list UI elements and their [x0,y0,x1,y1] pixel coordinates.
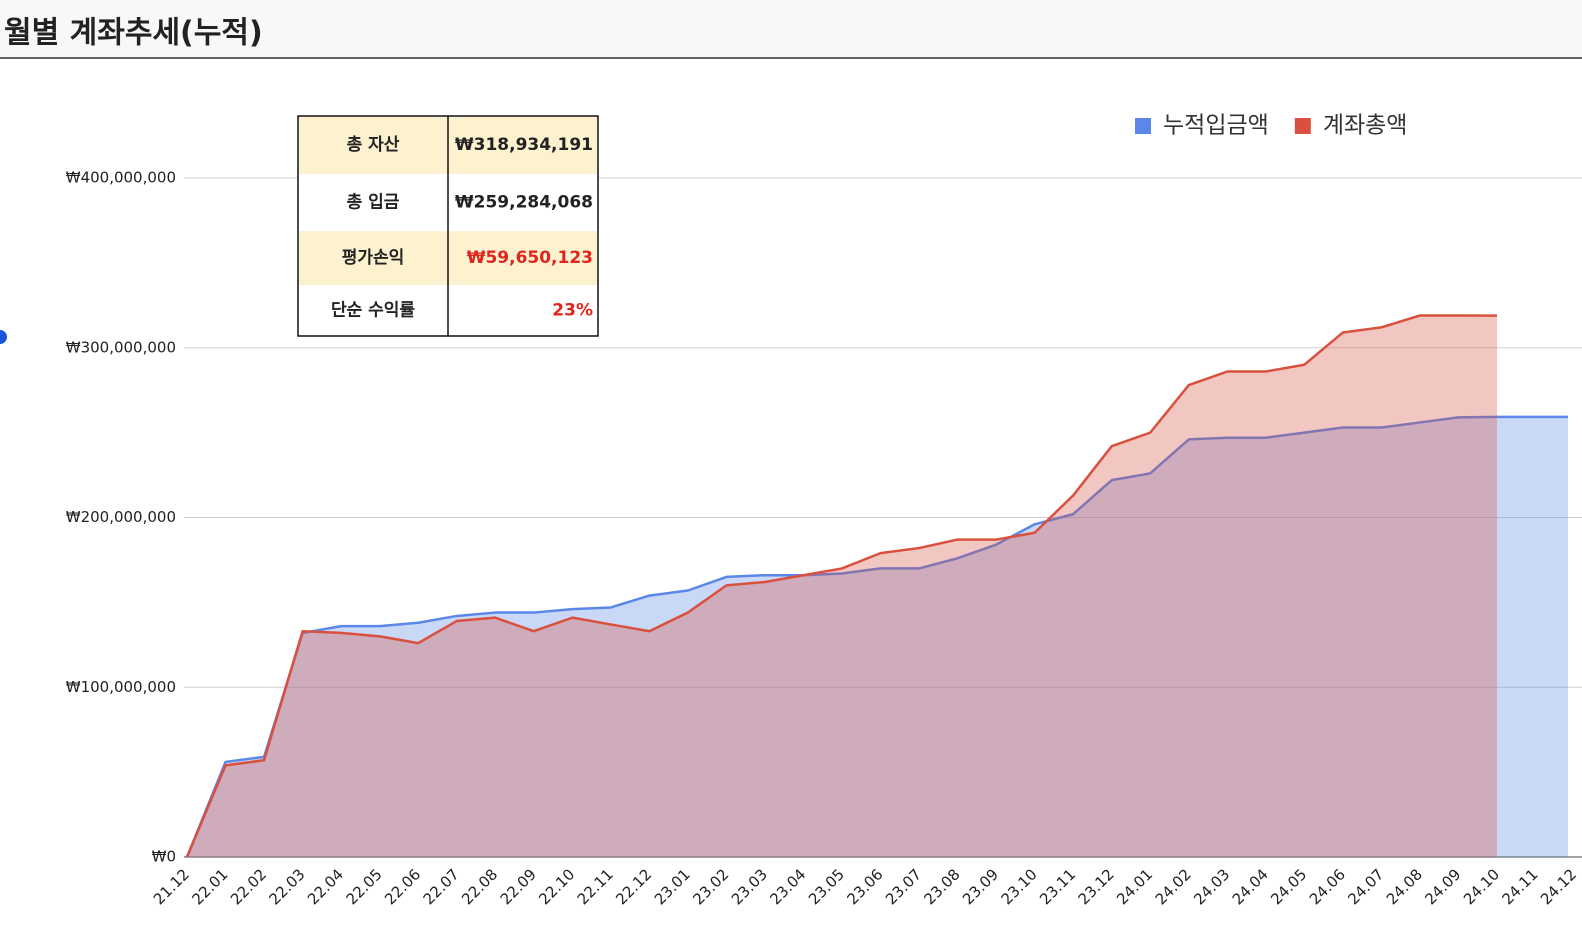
legend-swatch [1135,118,1151,134]
y-tick-label: ₩0 [152,848,176,866]
x-tick-label: 24.12 [1537,865,1580,908]
y-tick-label: ₩400,000,000 [66,169,176,187]
table-cell [448,174,598,231]
x-tick-label: 24.01 [1113,865,1156,908]
x-tick-label: 23.07 [882,865,925,908]
header-bar [0,0,1582,58]
x-tick-label: 23.04 [766,865,809,908]
x-tick-label: 22.03 [266,865,309,908]
x-tick-label: 22.08 [458,865,501,908]
table-cell [298,116,448,174]
x-tick-label: 24.02 [1152,865,1195,908]
x-tick-label: 24.07 [1344,865,1387,908]
table-value: 23% [552,301,593,321]
table-cell [448,116,598,174]
x-tick-label: 24.04 [1229,865,1272,908]
table-cell [448,231,598,285]
x-tick-label: 22.04 [304,865,347,908]
x-tick-label: 22.07 [420,865,463,908]
x-tick-label: 23.06 [843,865,886,908]
legend-label: 계좌총액 [1323,113,1408,139]
x-tick-label: 24.08 [1383,865,1426,908]
x-tick-label: 24.10 [1460,865,1503,908]
table-label: 단순 수익률 [331,301,415,321]
table-value: ₩259,284,068 [455,193,593,213]
x-tick-label: 23.08 [921,865,964,908]
x-tick-label: 24.03 [1190,865,1233,908]
x-tick-label: 24.05 [1267,865,1310,908]
x-tick-label: 23.09 [959,865,1002,908]
table-cell [298,231,448,285]
table-cell [298,174,448,231]
area-fill [187,416,1568,857]
page-title: 월별 계좌추세(누적) [4,16,263,51]
x-tick-label: 24.09 [1421,865,1464,908]
x-tick-label: 22.09 [497,865,540,908]
x-tick-label: 23.01 [651,865,694,908]
x-tick-label: 23.10 [998,865,1041,908]
x-tick-label: 22.02 [227,865,270,908]
y-tick-label: ₩200,000,000 [66,508,176,526]
x-tick-label: 21.12 [150,865,193,908]
x-tick-label: 22.06 [381,865,424,908]
x-tick-label: 23.03 [728,865,771,908]
table-label: 평가손익 [342,248,405,268]
table-value: ₩59,650,123 [467,248,593,268]
legend-swatch [1294,118,1311,134]
x-tick-label: 22.01 [188,865,231,908]
x-tick-label: 23.05 [805,865,848,908]
x-tick-label: 23.11 [1036,865,1079,908]
x-tick-label: 24.11 [1498,865,1541,908]
table-value: ₩318,934,191 [455,135,593,155]
x-tick-label: 22.11 [574,865,617,908]
x-tick-label: 23.02 [689,865,732,908]
series-line [185,415,1568,858]
table-label: 총 입금 [347,193,400,213]
x-tick-label: 22.12 [612,865,655,908]
x-tick-label: 22.10 [535,865,578,908]
x-tick-label: 24.06 [1306,865,1349,908]
resize-handle[interactable] [0,330,7,344]
x-tick-label: 23.12 [1075,865,1118,908]
x-tick-label: 22.05 [343,865,386,908]
y-tick-label: ₩100,000,000 [66,678,176,696]
table-cell [298,285,448,336]
y-tick-label: ₩300,000,000 [66,338,176,356]
area-fill [187,315,1498,857]
table-label: 총 자산 [347,135,400,155]
table-cell [448,285,598,336]
series-line [185,314,1498,858]
legend-label: 누적입금액 [1163,113,1269,139]
